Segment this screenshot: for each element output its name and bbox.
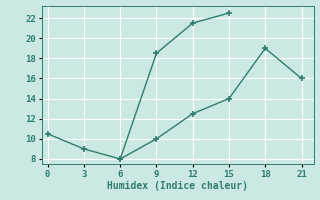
X-axis label: Humidex (Indice chaleur): Humidex (Indice chaleur) (107, 181, 248, 191)
